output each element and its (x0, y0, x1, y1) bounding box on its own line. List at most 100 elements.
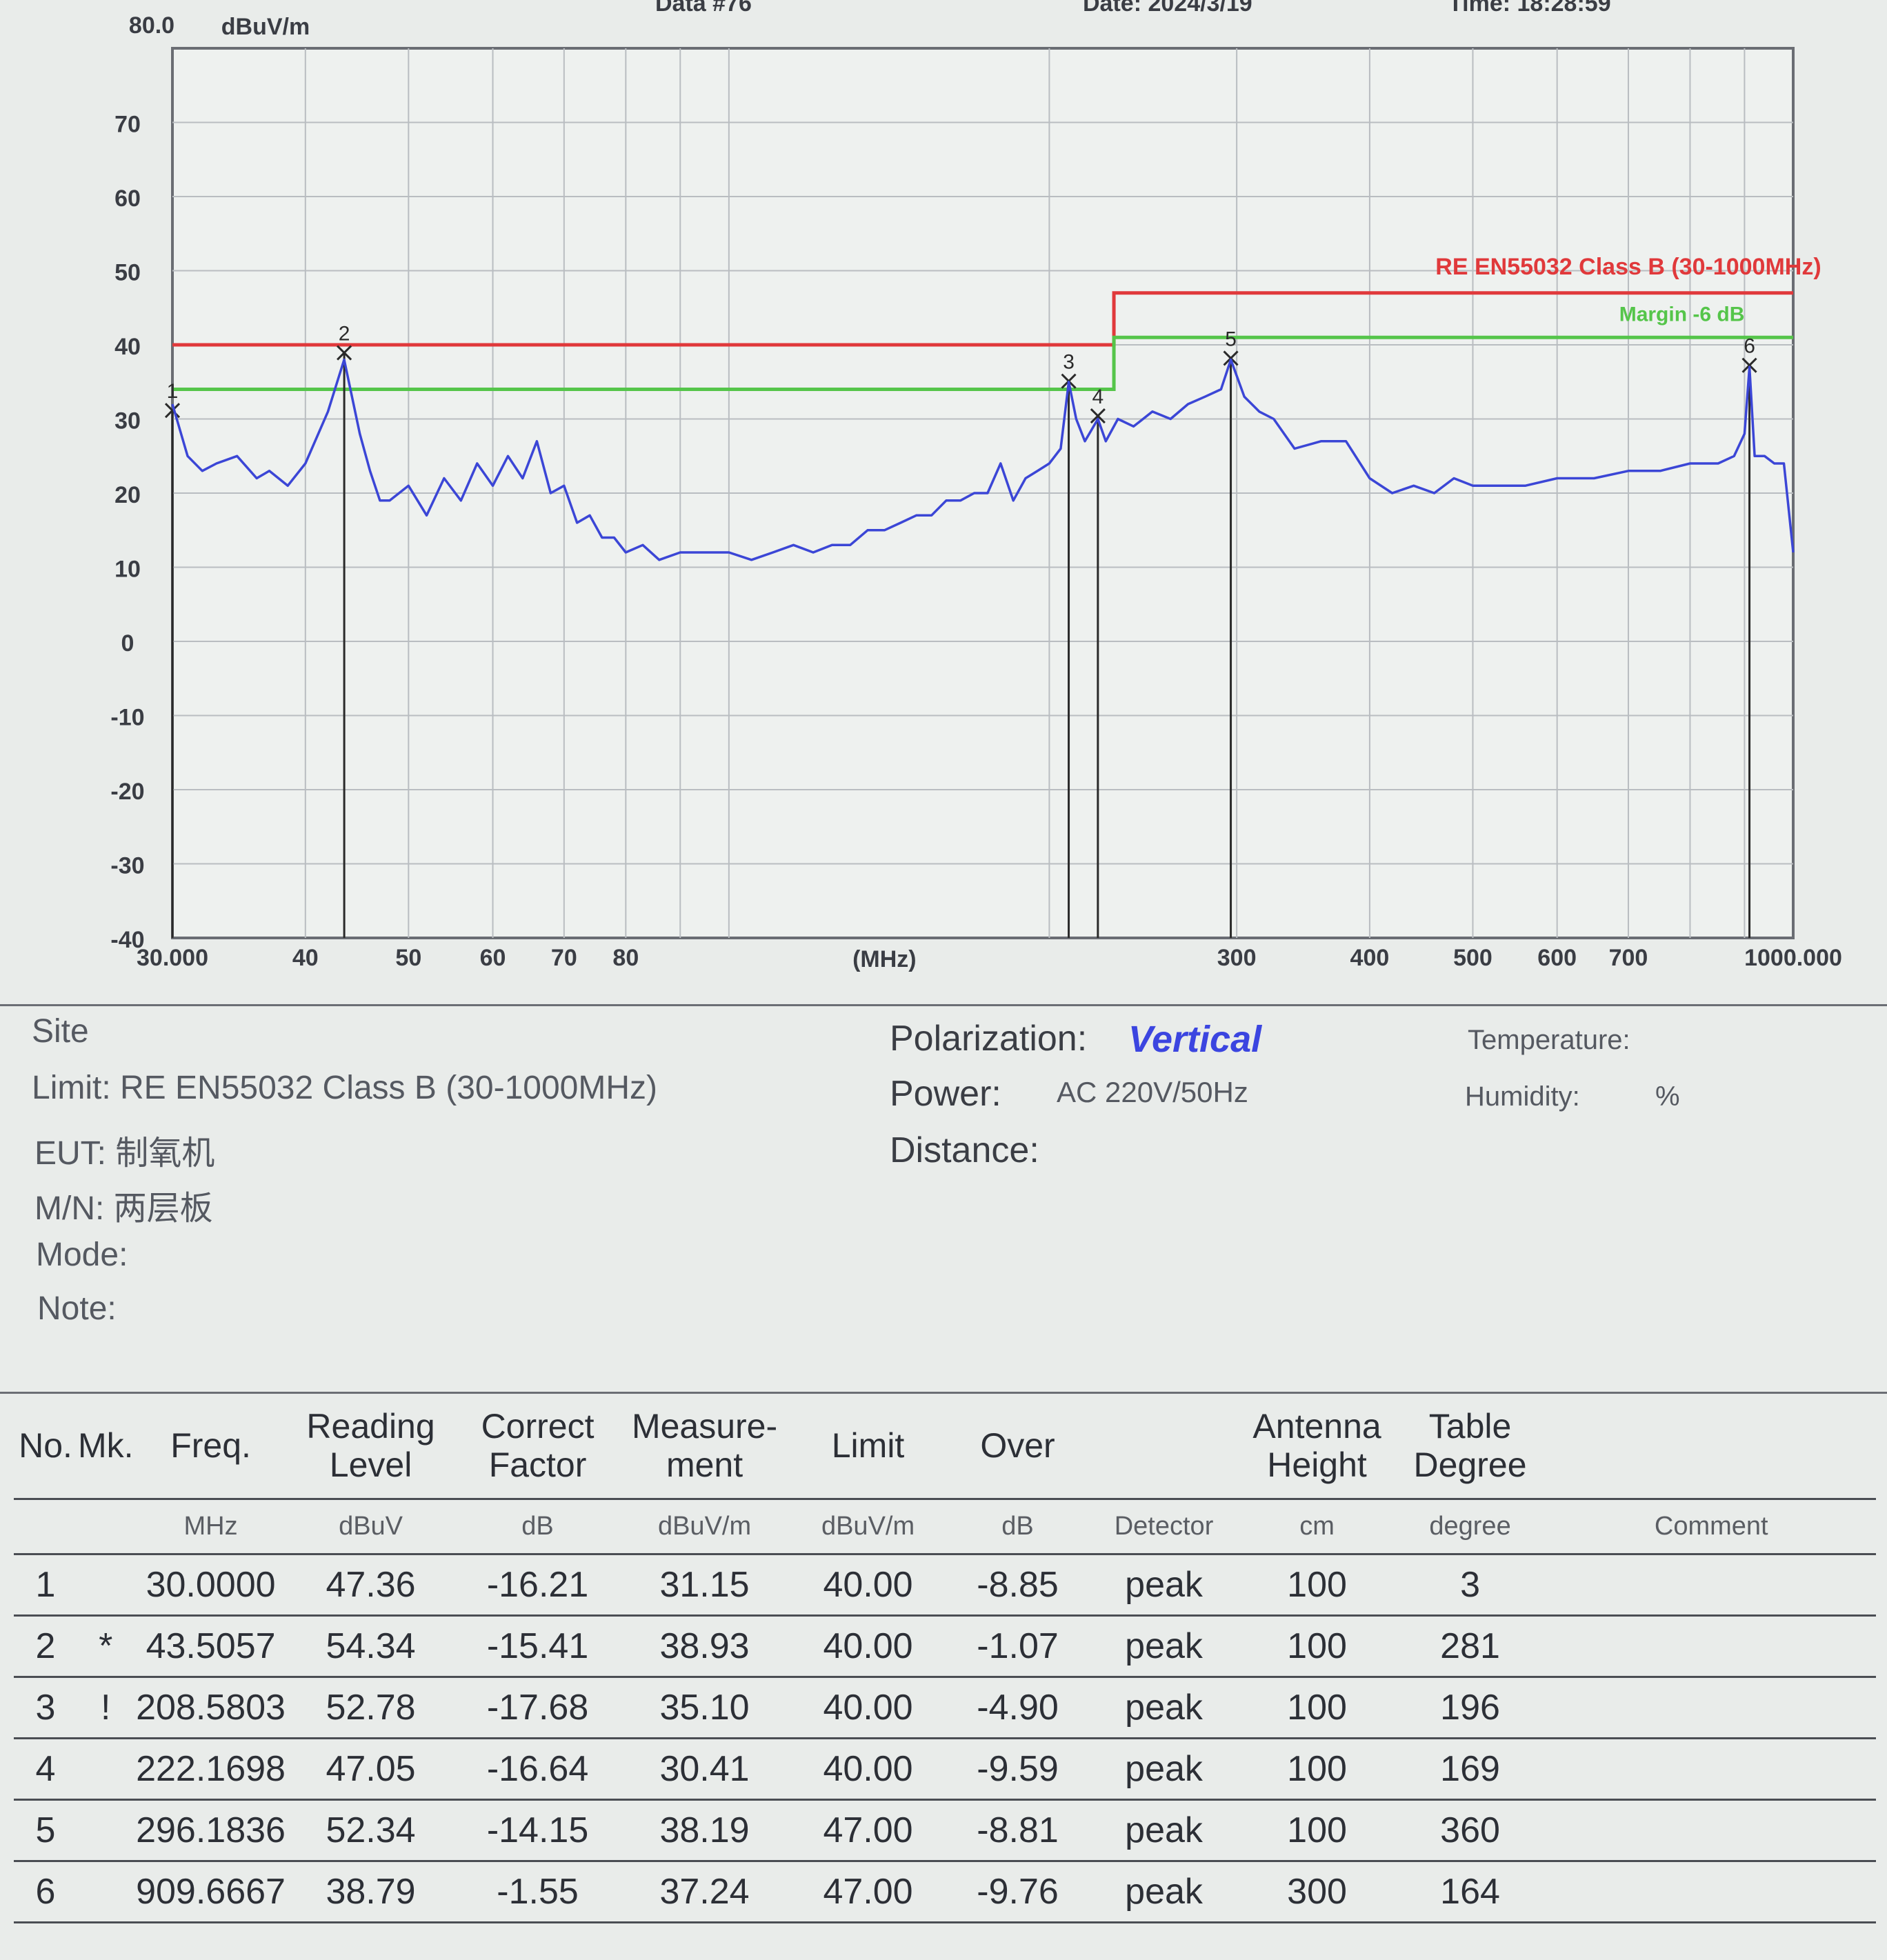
cell-measure: 38.93 (621, 1615, 788, 1678)
cell-detector: peak (1087, 1677, 1241, 1739)
y-tick-label: 60 (114, 186, 141, 212)
note-label: Note: (37, 1290, 117, 1327)
site-label: Site (32, 1013, 89, 1050)
cell-reading: 47.05 (287, 1738, 455, 1801)
cell-comment (1546, 1861, 1876, 1923)
cell-over: -4.90 (948, 1677, 1088, 1739)
cell-over: -1.07 (948, 1615, 1088, 1678)
cell-degree: 196 (1393, 1677, 1547, 1739)
unit-detector: Detector (1087, 1498, 1241, 1555)
cell-comment (1546, 1554, 1876, 1617)
cell-correct: -15.41 (454, 1615, 621, 1678)
col-antenna: Antenna Height (1252, 1407, 1381, 1484)
limit-label: Limit: RE EN55032 Class B (30-1000MHz) (32, 1070, 658, 1106)
cell-mk: * (77, 1615, 134, 1678)
cell-reading: 52.34 (287, 1799, 455, 1862)
cell-no: 4 (14, 1738, 77, 1801)
cell-degree: 360 (1393, 1799, 1547, 1862)
cell-reading: 54.34 (287, 1615, 455, 1678)
cell-antenna: 100 (1240, 1799, 1394, 1862)
eut-label: EUT: 制氧机 (34, 1135, 215, 1172)
y-top-label: 80.0 (129, 12, 174, 39)
cell-detector: peak (1087, 1615, 1241, 1678)
marker-label: 5 (1225, 328, 1237, 350)
cell-freq: 909.6667 (134, 1861, 288, 1923)
unit-measure: dBuV/m (621, 1498, 788, 1555)
cell-correct: -17.68 (454, 1677, 621, 1739)
cell-freq: 208.5803 (134, 1677, 288, 1739)
x-unit-label: (MHz) (852, 946, 917, 972)
cell-no: 1 (14, 1554, 77, 1617)
cell-measure: 31.15 (621, 1554, 788, 1617)
marker-label: 6 (1744, 335, 1755, 358)
col-comment (1547, 1393, 1876, 1499)
cell-measure: 35.10 (621, 1677, 788, 1739)
col-measurement: Measure-ment (631, 1407, 778, 1484)
cell-over: -8.85 (948, 1554, 1088, 1617)
x-tick-label: 40 (292, 945, 319, 971)
unit-comment: Comment (1546, 1498, 1876, 1555)
results-table: No. Mk. Freq. Reading Level Correct Factor… (14, 1393, 1876, 1923)
temperature-label: Temperature: (1468, 1025, 1630, 1055)
emission-chart: 70 60 50 40 30 20 10 0 -10 -20 -30 -40 80.0 dBuV/m 30.… (110, 12, 1842, 972)
y-tick-label: 10 (114, 557, 141, 583)
unit-antenna: cm (1240, 1498, 1394, 1555)
col-over: Over (980, 1426, 1055, 1465)
y-unit-label: dBuV/m (221, 14, 310, 40)
col-table: Table Degree (1413, 1407, 1527, 1484)
cell-detector: peak (1087, 1554, 1241, 1617)
cell-limit: 40.00 (788, 1738, 948, 1801)
cell-detector: peak (1087, 1799, 1241, 1862)
cell-limit: 47.00 (788, 1799, 948, 1862)
cell-reading: 47.36 (287, 1554, 455, 1617)
marker-x (1223, 350, 1239, 366)
polarization-value: Vertical (1128, 1019, 1262, 1060)
data-label: Data #76 (655, 0, 752, 17)
x-tick-label: 60 (480, 945, 506, 971)
cell-antenna: 100 (1240, 1738, 1394, 1801)
cell-freq: 222.1698 (134, 1738, 288, 1801)
table-row: 6 909.6667 38.79 -1.55 37.24 47.00 -9.76 peak 30… (14, 1861, 1876, 1923)
x-tick-label: 600 (1537, 945, 1577, 971)
cell-comment (1546, 1677, 1876, 1739)
x-tick-label: 700 (1609, 945, 1648, 971)
y-tick-label: -40 (110, 927, 144, 953)
cell-detector: peak (1087, 1738, 1241, 1801)
humidity-unit: % (1655, 1081, 1680, 1112)
cell-detector: peak (1087, 1861, 1241, 1923)
table-row: 2 * 43.5057 54.34 -15.41 38.93 40.00 -1.07 peak 1… (14, 1615, 1876, 1678)
x-tick-label: 1000.000 (1744, 945, 1842, 971)
cell-correct: -1.55 (454, 1861, 621, 1923)
marker-label: 4 (1092, 386, 1104, 408)
section-divider (0, 1004, 1887, 1006)
date-label: Date: 2024/3/19 (1083, 0, 1252, 17)
cell-over: -8.81 (948, 1799, 1088, 1862)
col-detector (1088, 1393, 1241, 1499)
y-tick-label: 70 (114, 112, 141, 138)
power-label: Power: (890, 1074, 1001, 1114)
cell-degree: 3 (1393, 1554, 1547, 1617)
cell-antenna: 100 (1240, 1554, 1394, 1617)
y-tick-label: 20 (114, 482, 141, 508)
table-row: 5 296.1836 52.34 -14.15 38.19 47.00 -8.81 peak 1… (14, 1799, 1876, 1862)
x-tick-label: 500 (1453, 945, 1492, 971)
table-row: 1 30.0000 47.36 -16.21 31.15 40.00 -8.85 peak 10… (14, 1554, 1876, 1617)
cell-correct: -14.15 (454, 1799, 621, 1862)
col-no: No. (19, 1426, 72, 1465)
y-tick-label: -20 (110, 779, 144, 805)
table-header-row: No. Mk. Freq. Reading Level Correct Factor… (14, 1393, 1876, 1499)
spectrum-trace (171, 358, 1795, 561)
marker-x (1741, 357, 1757, 373)
y-tick-label: 0 (121, 630, 134, 657)
cell-freq: 30.0000 (134, 1554, 288, 1617)
power-value: AC 220V/50Hz (1057, 1076, 1248, 1108)
cell-measure: 30.41 (621, 1738, 788, 1801)
unit-correct: dB (454, 1498, 621, 1555)
cell-antenna: 100 (1240, 1615, 1394, 1678)
col-freq: Freq. (170, 1426, 251, 1465)
cell-degree: 281 (1393, 1615, 1547, 1678)
y-tick-label: -30 (110, 853, 144, 879)
x-tick-label: 80 (612, 945, 639, 971)
cell-comment (1546, 1615, 1876, 1678)
marker-x (1090, 408, 1106, 424)
